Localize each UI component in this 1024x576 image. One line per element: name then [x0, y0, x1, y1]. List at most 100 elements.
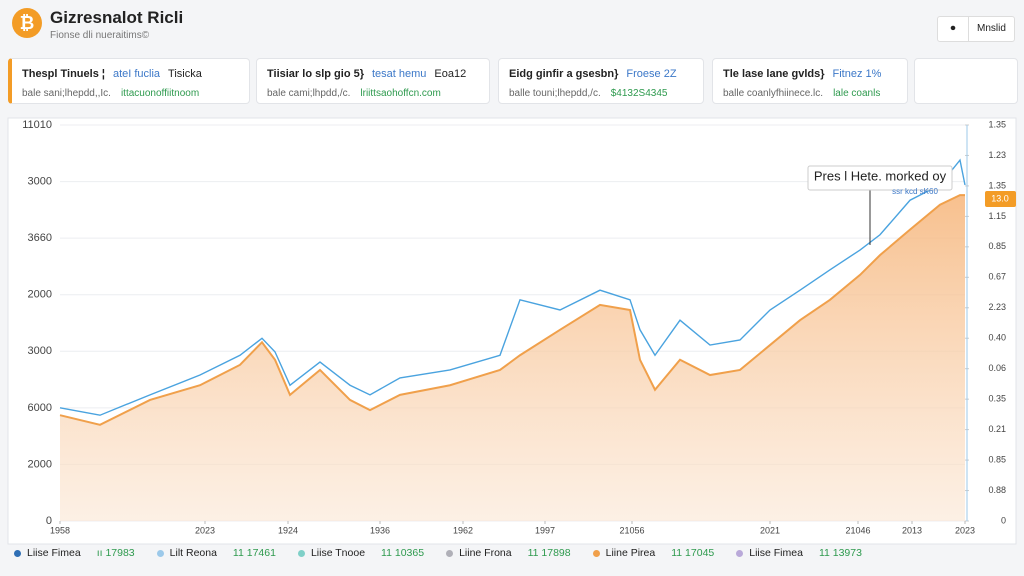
legend-value: 11 17045: [671, 547, 715, 559]
stat-card: Thespl Tinuels ¦ ateI fuclia Tisicka bale s…: [8, 58, 250, 104]
y-tick-label: 2000: [28, 458, 52, 470]
card-title-text: Thespl Tinuels ¦: [22, 68, 105, 80]
card-title-text: Tiisiar lo slp gio 5}: [267, 68, 364, 80]
card-title: Eidg ginfir a gsesbn} Froese 2Z: [509, 68, 693, 80]
card-title: Thespl Tinuels ¦ ateI fuclia Tisicka: [22, 68, 239, 80]
legend-item: Liine Pirea 11 17045: [592, 547, 715, 559]
y-tick-label: 2000: [28, 289, 52, 301]
card-title: Tiisiar lo slp gio 5} tesat hemu Eoa12: [267, 68, 479, 80]
logo: ₿: [12, 8, 42, 38]
legend-name: Liise Tnooe: [310, 547, 366, 559]
card-sub: bale sani;lhepdd,,Ic. ittacuonoffiitnoom: [22, 88, 239, 99]
card-tag: tesat hemu: [372, 68, 427, 80]
menu-button[interactable]: ⏺ Mnslid: [937, 16, 1015, 42]
legend-name: Lilt Reona: [169, 547, 217, 559]
card-sub-text: balle coanlyfhiinece.lc.: [723, 88, 824, 99]
line: [59, 158, 966, 416]
card-sub: balle touni;lhepdd,/c. $4132S4345: [509, 88, 693, 99]
legend-name: Liise Fimea: [749, 547, 803, 559]
legend-name: Liine Pirea: [605, 547, 656, 559]
y2-tick-label: 0.40: [988, 333, 1006, 343]
legend-value: ıı 17983: [96, 547, 135, 559]
card-tag: Froese 2Z: [626, 68, 677, 80]
y2-tick-label: 0.67: [988, 272, 1006, 282]
legend-item: Liise Tnooe 11 10365: [297, 547, 425, 559]
marker-label: 13.0: [991, 193, 1009, 203]
card-title: Tle lase lane gvlds} Fitnez 1%: [723, 68, 897, 80]
y-tick-label: 3000: [28, 175, 52, 187]
y-tick-label: 0: [46, 515, 52, 527]
card-link: ittacuonoffiitnoom: [120, 88, 200, 99]
legend-value: 11 13973: [818, 547, 862, 559]
subtitle: Fionse dli nueraitims©: [50, 30, 150, 41]
legend-item: Liise Fimea 11 13973: [736, 547, 862, 559]
x-tick-label: 2023: [195, 525, 215, 535]
legend-name: Liine Frona: [459, 547, 512, 559]
stat-card: Tle lase lane gvlds} Fitnez 1% balle coanl…: [712, 58, 908, 104]
y2-tick-label: 0.06: [988, 363, 1006, 373]
card-link: lale coanls: [833, 88, 881, 99]
y2-tick-label: 0.35: [988, 394, 1006, 404]
annotation: Pres l Hete. morked oy: [814, 168, 947, 183]
x-tick-label: 1936: [370, 525, 390, 535]
legend-swatch: [592, 549, 600, 557]
x-tick-label: 1924: [278, 525, 298, 535]
card-tag2: Eoa12: [434, 68, 467, 80]
stat-card: Eidg ginfir a gsesbn} Froese 2Z balle toun…: [498, 58, 704, 104]
card-title-text: Tle lase lane gvlds}: [723, 68, 825, 80]
x-tick-label: 21056: [619, 525, 644, 535]
y2-tick-label: 0: [1001, 515, 1006, 525]
y-tick-label: 11010: [22, 119, 52, 131]
button-label: Mnslid: [977, 23, 1006, 34]
area: [60, 195, 965, 522]
annotation-box: [807, 165, 953, 191]
card-title-text: Eidg ginfir a gsesbn}: [509, 68, 619, 80]
annotation-sub: ssr kcd sK60: [892, 187, 938, 196]
y-tick-label: 3660: [28, 232, 52, 244]
card-sub-text: bale sani;lhepdd,,Ic.: [22, 88, 111, 99]
card-sub: bale cami;lhpdd,/c. lriittsaohoffcn.com: [267, 88, 479, 99]
y-tick-label: 6000: [28, 402, 52, 414]
card-sub: balle coanlyfhiinece.lc. lale coanls: [723, 88, 897, 99]
y2-tick-label: 0.85: [988, 241, 1006, 251]
y2-tick-label: 1.35: [988, 180, 1006, 190]
legend-value: 11 10365: [381, 547, 425, 559]
x-tick-label: 1958: [50, 525, 70, 535]
y-tick-label: 3000: [28, 345, 52, 357]
legend-name: Liise Fimea: [27, 547, 81, 559]
x-tick-label: 2023: [955, 525, 975, 535]
card-empty: [914, 58, 1018, 104]
legend-item: Lilt Reona 11 17461: [156, 547, 276, 559]
y2-tick-label: 1.23: [988, 150, 1006, 160]
y2-tick-label: 0.21: [988, 424, 1006, 434]
legend-swatch: [156, 549, 164, 557]
y2-tick-label: 0.88: [988, 485, 1006, 495]
card-link: $4132S4345: [610, 88, 668, 99]
legend-swatch: [736, 549, 744, 557]
x-tick-label: 21046: [845, 525, 870, 535]
stat-card: Tiisiar lo slp gio 5} tesat hemu Eoa12 bale…: [256, 58, 490, 104]
y2-tick-label: 2.23: [988, 302, 1006, 312]
x-tick-label: 1962: [453, 525, 473, 535]
legend-item: Liine Frona 11 17898: [446, 547, 571, 559]
card-tag2: Tisicka: [168, 68, 202, 80]
legend: Liise Fimea ıı 17983 Lilt Reona 11 17461 Lii…: [14, 547, 1014, 559]
marker-tag: [985, 191, 1016, 207]
card-tag: Fitnez 1%: [832, 68, 882, 80]
line: [59, 194, 965, 426]
card-sub-text: bale cami;lhpdd,/c.: [267, 88, 351, 99]
legend-item: Liise Fimea ıı 17983: [14, 547, 135, 559]
card-link: lriittsaohoffcn.com: [360, 88, 441, 99]
x-tick-label: 2021: [760, 525, 780, 535]
title: Gizresnalot Ricli: [50, 8, 184, 27]
x-tick-label: 2013: [902, 525, 922, 535]
y2-tick-label: 1.15: [988, 211, 1006, 221]
card-sub-text: balle touni;lhepdd,/c.: [509, 88, 601, 99]
legend-swatch: [297, 549, 305, 557]
legend-value: 11 17461: [232, 547, 276, 559]
card-tag: ateI fuclia: [112, 68, 161, 80]
x-tick-label: 1997: [535, 525, 555, 535]
legend-value: 11 17898: [527, 547, 571, 559]
